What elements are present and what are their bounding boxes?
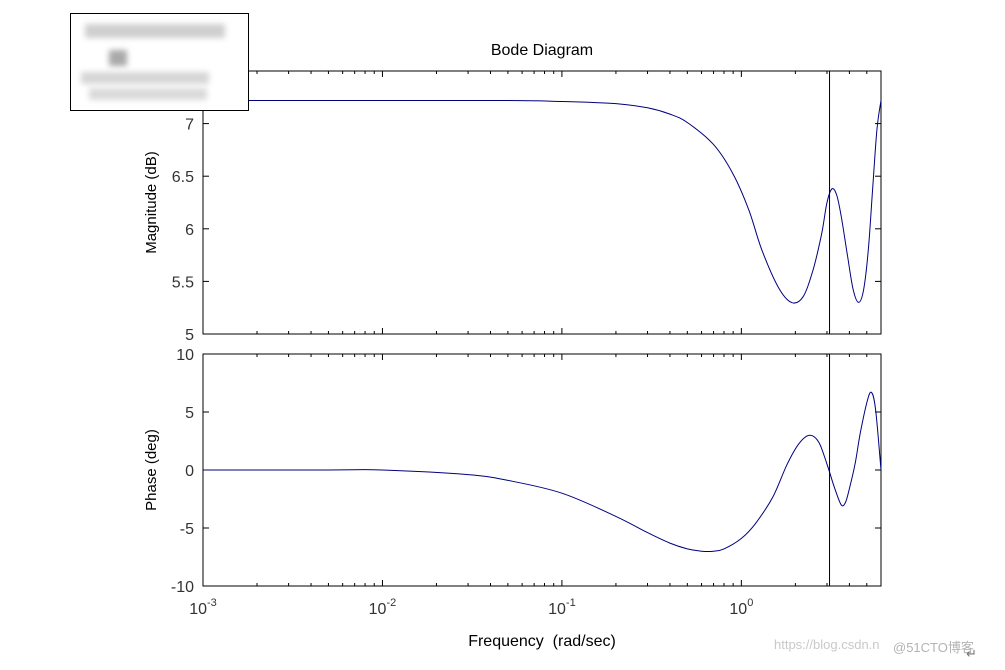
chart-title: Bode Diagram <box>491 42 593 59</box>
return-arrow-icon: ↵ <box>966 646 977 661</box>
phase-ytick-label: -5 <box>180 521 194 538</box>
magnitude-ytick-label: 6.5 <box>172 169 194 186</box>
watermark-brand: @51CTO博客 <box>893 640 974 655</box>
watermark-url: https://blog.csdn.n <box>774 637 880 652</box>
redacted-inset <box>70 13 249 111</box>
phase-series-line <box>203 391 882 552</box>
xtick-label: 100 <box>729 597 753 618</box>
xtick-label: 10-3 <box>189 597 217 618</box>
magnitude-series-line <box>203 99 882 304</box>
chart-xlabel: Frequency (rad/sec) <box>468 633 616 650</box>
magnitude-ytick-label: 5.5 <box>172 274 194 291</box>
magnitude-ytick-label: 7 <box>185 117 194 134</box>
phase-ylabel: Phase (deg) <box>143 429 160 511</box>
phase-ytick-label: 10 <box>176 347 194 364</box>
xtick-label: 10-1 <box>548 597 576 618</box>
phase-ytick-label: -10 <box>171 579 194 596</box>
magnitude-axes-box <box>202 70 882 335</box>
magnitude-ylabel: Magnitude (dB) <box>143 151 160 254</box>
phase-ytick-label: 0 <box>185 463 194 480</box>
magnitude-ytick-label: 6 <box>185 222 194 239</box>
magnitude-ytick-label: 5 <box>185 327 194 344</box>
phase-ytick-label: 5 <box>185 405 194 422</box>
xtick-label: 10-2 <box>369 597 397 618</box>
